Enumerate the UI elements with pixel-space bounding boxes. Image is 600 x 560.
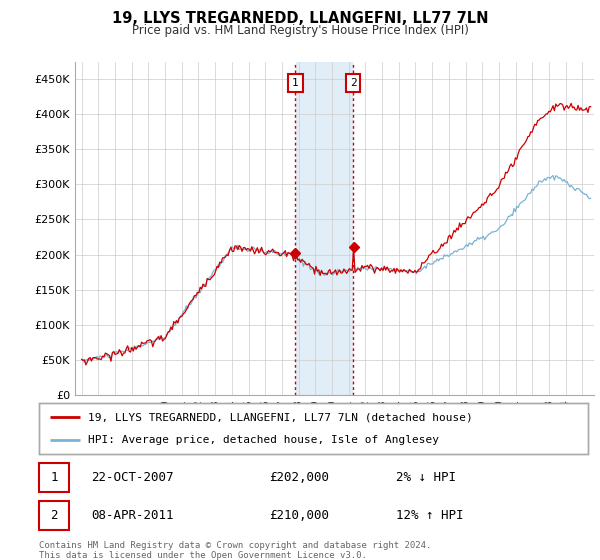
Text: Contains HM Land Registry data © Crown copyright and database right 2024.
This d: Contains HM Land Registry data © Crown c…: [39, 541, 431, 560]
FancyBboxPatch shape: [39, 501, 69, 530]
Text: 1: 1: [50, 470, 58, 484]
Text: 1: 1: [292, 78, 299, 88]
Text: 2% ↓ HPI: 2% ↓ HPI: [396, 470, 456, 484]
Text: 19, LLYS TREGARNEDD, LLANGEFNI, LL77 7LN (detached house): 19, LLYS TREGARNEDD, LLANGEFNI, LL77 7LN…: [88, 412, 473, 422]
Text: 22-OCT-2007: 22-OCT-2007: [91, 470, 173, 484]
Text: 19, LLYS TREGARNEDD, LLANGEFNI, LL77 7LN: 19, LLYS TREGARNEDD, LLANGEFNI, LL77 7LN: [112, 11, 488, 26]
Text: HPI: Average price, detached house, Isle of Anglesey: HPI: Average price, detached house, Isle…: [88, 436, 439, 446]
Text: Price paid vs. HM Land Registry's House Price Index (HPI): Price paid vs. HM Land Registry's House …: [131, 24, 469, 36]
Text: 2: 2: [350, 78, 356, 88]
Text: 08-APR-2011: 08-APR-2011: [91, 508, 173, 522]
Text: £202,000: £202,000: [269, 470, 329, 484]
Text: 2: 2: [50, 508, 58, 522]
Text: £210,000: £210,000: [269, 508, 329, 522]
Text: 12% ↑ HPI: 12% ↑ HPI: [396, 508, 463, 522]
FancyBboxPatch shape: [39, 463, 69, 492]
